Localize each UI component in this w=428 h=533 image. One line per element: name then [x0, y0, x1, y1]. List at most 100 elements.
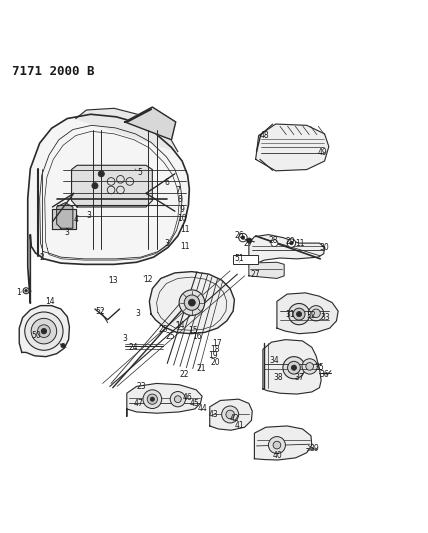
- Text: 25: 25: [158, 325, 168, 334]
- Polygon shape: [56, 203, 73, 228]
- Text: 45: 45: [190, 399, 200, 408]
- Text: 1: 1: [16, 288, 21, 297]
- Text: 6: 6: [165, 178, 169, 187]
- Text: 20: 20: [210, 358, 220, 367]
- Text: 25: 25: [166, 332, 175, 341]
- Polygon shape: [254, 426, 312, 460]
- Circle shape: [143, 390, 162, 408]
- Text: 15: 15: [188, 326, 198, 335]
- Text: 31: 31: [286, 310, 295, 319]
- Text: 5: 5: [137, 168, 142, 177]
- Text: 39: 39: [309, 444, 319, 453]
- Circle shape: [241, 236, 245, 239]
- Text: 44: 44: [197, 405, 207, 414]
- Text: 11: 11: [180, 224, 190, 233]
- Polygon shape: [125, 107, 176, 140]
- Polygon shape: [127, 383, 202, 416]
- Polygon shape: [76, 108, 178, 152]
- FancyBboxPatch shape: [233, 255, 258, 264]
- Circle shape: [25, 289, 27, 292]
- Text: 16: 16: [192, 332, 202, 341]
- Text: 11: 11: [180, 241, 190, 251]
- Polygon shape: [52, 209, 76, 229]
- Circle shape: [312, 309, 320, 318]
- Circle shape: [226, 410, 235, 419]
- Text: 12: 12: [143, 274, 153, 284]
- Text: 28: 28: [269, 237, 278, 246]
- Circle shape: [302, 359, 317, 374]
- Text: 9: 9: [180, 205, 184, 214]
- Polygon shape: [149, 272, 235, 334]
- Text: 32: 32: [306, 311, 316, 320]
- Circle shape: [293, 308, 305, 320]
- Text: 3: 3: [65, 228, 70, 237]
- Text: 22: 22: [179, 370, 189, 379]
- Text: 19: 19: [208, 351, 218, 360]
- Text: 38: 38: [273, 373, 282, 382]
- Text: 7: 7: [175, 187, 180, 195]
- Polygon shape: [210, 399, 252, 430]
- Text: 24: 24: [128, 343, 138, 352]
- Circle shape: [184, 295, 199, 310]
- Circle shape: [31, 318, 56, 344]
- Text: 14: 14: [45, 297, 55, 306]
- Text: 17: 17: [213, 338, 222, 348]
- Text: 47: 47: [134, 399, 143, 408]
- Text: 21: 21: [196, 364, 206, 373]
- Text: 29: 29: [286, 237, 295, 246]
- Circle shape: [288, 361, 300, 374]
- Circle shape: [179, 290, 205, 316]
- Circle shape: [147, 394, 158, 404]
- Circle shape: [290, 241, 293, 245]
- Circle shape: [239, 233, 247, 242]
- Circle shape: [309, 305, 324, 321]
- Circle shape: [306, 362, 313, 370]
- Text: 42: 42: [229, 414, 239, 423]
- Circle shape: [271, 240, 278, 247]
- Text: 3: 3: [165, 239, 169, 248]
- Text: 10: 10: [177, 214, 187, 223]
- Polygon shape: [263, 340, 321, 394]
- Text: 3: 3: [122, 334, 127, 343]
- Text: 13: 13: [108, 276, 118, 285]
- Circle shape: [287, 239, 296, 247]
- Text: 37: 37: [294, 374, 304, 382]
- Circle shape: [25, 312, 63, 350]
- Text: 11: 11: [295, 239, 305, 248]
- Text: 36: 36: [320, 370, 330, 379]
- Circle shape: [92, 183, 98, 189]
- Text: 3: 3: [86, 211, 91, 220]
- Text: 2: 2: [39, 254, 44, 262]
- Circle shape: [42, 328, 47, 334]
- Text: 34: 34: [270, 356, 279, 365]
- Circle shape: [222, 406, 239, 423]
- Text: 40: 40: [273, 451, 282, 460]
- Polygon shape: [277, 293, 338, 334]
- Text: 48: 48: [259, 131, 269, 140]
- Text: 7171 2000 B: 7171 2000 B: [12, 64, 95, 77]
- Polygon shape: [256, 124, 329, 171]
- Text: 51: 51: [235, 254, 244, 263]
- Text: 14: 14: [175, 321, 185, 330]
- Circle shape: [297, 312, 302, 317]
- Circle shape: [150, 397, 155, 401]
- Text: 43: 43: [208, 410, 218, 419]
- Polygon shape: [249, 235, 324, 265]
- Text: 27: 27: [251, 270, 261, 279]
- Text: 52: 52: [95, 306, 105, 316]
- Text: 50: 50: [31, 331, 41, 340]
- Text: 30: 30: [320, 243, 330, 252]
- Text: 27: 27: [243, 239, 253, 248]
- Text: 4: 4: [73, 215, 78, 224]
- Circle shape: [283, 357, 305, 379]
- Text: 26: 26: [235, 231, 244, 240]
- Text: 18: 18: [210, 345, 220, 354]
- Circle shape: [38, 325, 50, 337]
- Circle shape: [61, 343, 65, 348]
- Text: 3: 3: [135, 309, 140, 318]
- Circle shape: [291, 365, 297, 370]
- Circle shape: [273, 441, 281, 449]
- Polygon shape: [249, 262, 284, 278]
- Circle shape: [247, 238, 252, 243]
- Text: 49: 49: [318, 148, 327, 157]
